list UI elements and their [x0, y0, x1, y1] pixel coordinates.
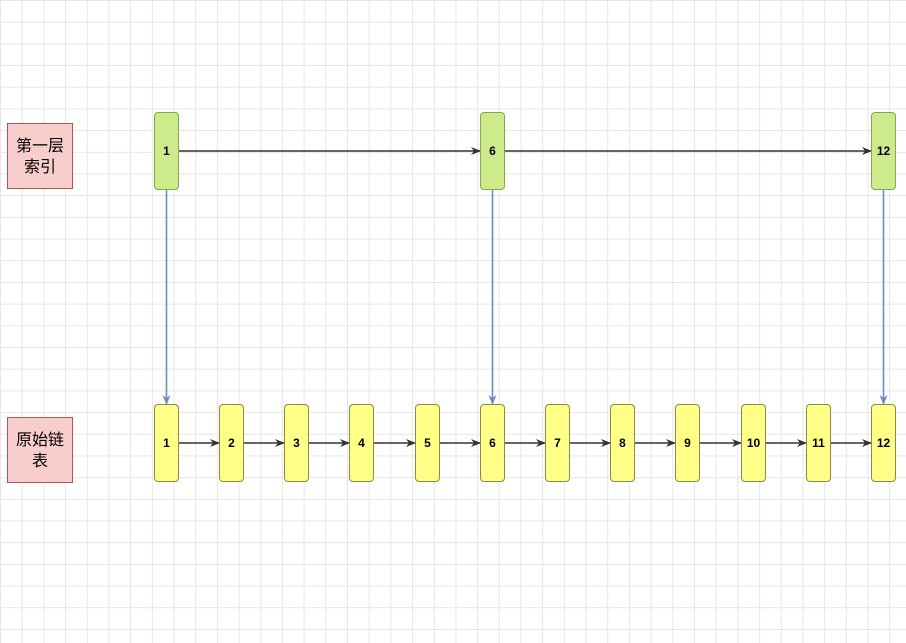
- index-level-label: 第一层索引: [7, 123, 73, 189]
- index-node-6: 6: [480, 112, 505, 190]
- base-node-9: 9: [675, 404, 700, 482]
- base-list-label: 原始链表: [7, 417, 73, 483]
- base-node-6: 6: [480, 404, 505, 482]
- index-node-12: 12: [871, 112, 896, 190]
- base-node-2: 2: [219, 404, 244, 482]
- base-node-4: 4: [349, 404, 374, 482]
- base-node-12: 12: [871, 404, 896, 482]
- base-node-3: 3: [284, 404, 309, 482]
- base-node-7: 7: [545, 404, 570, 482]
- base-node-10: 10: [741, 404, 766, 482]
- base-node-8: 8: [610, 404, 635, 482]
- base-node-5: 5: [415, 404, 440, 482]
- index-node-1: 1: [154, 112, 179, 190]
- base-node-11: 11: [806, 404, 831, 482]
- base-node-1: 1: [154, 404, 179, 482]
